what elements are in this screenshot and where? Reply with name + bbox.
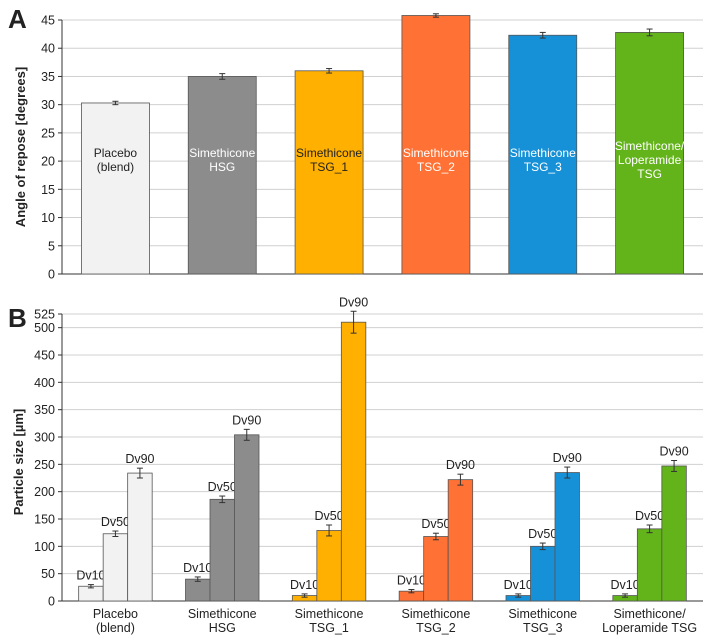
- panel-a-bar: [187, 76, 257, 275]
- panel-a-y-ticks: 0 5 10 15 20 25 30 35 40 45: [41, 14, 703, 282]
- panel-b: B Particle size [µm] 0 50 100 150 200 250 300 3…: [8, 295, 703, 635]
- panel-b-bar: [661, 465, 687, 602]
- panel-a-bar-label: Simethicone: [510, 146, 576, 160]
- panel-b-bars: Dv10 Dv50 Dv90 Dv10 Dv50 Dv90 Dv10 Dv50 Dv90 Dv10…: [76, 295, 689, 602]
- panel-a-bar-label: (blend): [97, 160, 134, 174]
- panel-b-y-tick-label: 350: [34, 403, 55, 417]
- panel-a-letter: A: [8, 4, 27, 34]
- panel-b-x-label: Loperamide TSG: [602, 621, 697, 635]
- panel-a-bar-label: Simethicone/: [615, 139, 685, 153]
- panel-a-bar-label: Placebo: [94, 146, 138, 160]
- panel-b-x-label: Simethicone: [188, 607, 257, 621]
- panel-b-y-tick-label: 300: [34, 431, 55, 445]
- panel-a-y-tick-label: 20: [41, 155, 55, 169]
- panel-a-bar: [294, 70, 364, 275]
- panel-b-y-tick-label: 525: [34, 308, 55, 322]
- panel-a-bar: [615, 32, 684, 275]
- panel-b-bar: [316, 530, 342, 602]
- panel-b-series-label: Dv50: [314, 509, 343, 523]
- panel-b-y-tick-label: 0: [48, 595, 55, 609]
- panel-b-bar: [185, 578, 211, 602]
- panel-b-grid: [62, 313, 703, 602]
- panel-b-series-label: Dv90: [553, 451, 582, 465]
- panel-b-bar: [554, 472, 580, 602]
- panel-b-y-tick-label: 250: [34, 458, 55, 472]
- panel-b-x-label: HSG: [209, 621, 236, 635]
- panel-b-y-axis-title: Particle size [µm]: [11, 409, 26, 515]
- panel-b-letter: B: [8, 303, 27, 333]
- panel-b-series-label: Dv10: [76, 569, 105, 583]
- panel-a-bar: [401, 15, 471, 275]
- panel-a-bar-label: TSG: [637, 167, 662, 181]
- panel-a-bar-label: TSG_1: [310, 160, 348, 174]
- panel-b-x-label: (blend): [96, 621, 135, 635]
- panel-a-y-tick-label: 25: [41, 126, 55, 140]
- panel-b-x-label: Simethicone: [402, 607, 471, 621]
- panel-b-series-label: Dv50: [208, 480, 237, 494]
- panel-b-series-label: Dv90: [659, 445, 688, 459]
- panel-a-y-tick-label: 40: [41, 42, 55, 56]
- panel-b-bar: [636, 528, 663, 602]
- panel-b-series-label: Dv90: [125, 452, 154, 466]
- panel-a-bar-label: Simethicone: [296, 146, 362, 160]
- panel-a-bar-label: Loperamide: [618, 153, 682, 167]
- panel-b-y-tick-label: 150: [34, 513, 55, 527]
- panel-b-y-tick-label: 50: [41, 567, 55, 581]
- panel-a-y-tick-label: 10: [41, 211, 55, 225]
- panel-b-series-label: Dv90: [232, 413, 261, 427]
- panel-b-bar: [102, 533, 129, 602]
- panel-a-y-tick-label: 0: [48, 268, 55, 282]
- panel-b-x-label: Simethicone: [295, 607, 364, 621]
- panel-b-bar: [78, 585, 104, 602]
- panel-b-series-label: Dv50: [528, 527, 557, 541]
- panel-a-bar-label: Simethicone: [403, 146, 469, 160]
- panel-a-bar-label: TSG_3: [524, 160, 562, 174]
- panel-b-y-tick-label: 450: [34, 349, 55, 363]
- panel-a-bar-label: HSG: [209, 160, 235, 174]
- panel-b-bar: [530, 545, 556, 602]
- panel-a-bar-label: TSG_2: [417, 160, 455, 174]
- panel-a-bar: [81, 102, 150, 275]
- panel-a-y-tick-label: 45: [41, 14, 55, 28]
- panel-b-x-label: Simethicone: [508, 607, 577, 621]
- panel-a-y-tick-label: 5: [48, 239, 55, 253]
- panel-b-y-tick-label: 100: [34, 540, 55, 554]
- panel-b-x-labels: Placebo(blend)SimethiconeHSGSimethiconeT…: [93, 607, 697, 635]
- panel-b-bar: [234, 434, 260, 602]
- panel-b-y-tick-label: 200: [34, 485, 55, 499]
- panel-b-bar: [340, 321, 367, 602]
- panel-b-series-label: Dv50: [635, 509, 664, 523]
- panel-b-series-label: Dv10: [290, 578, 319, 592]
- panel-a-y-tick-label: 30: [41, 98, 55, 112]
- panel-a-bar-label: Simethicone: [189, 146, 255, 160]
- panel-b-series-label: Dv90: [339, 295, 368, 309]
- panel-b-series-label: Dv90: [446, 458, 475, 472]
- panel-b-series-label: Dv10: [183, 561, 212, 575]
- panel-a-bars: Placebo(blend)SimethiconeHSGSimethiconeT…: [81, 13, 685, 275]
- panel-b-series-label: Dv10: [610, 578, 639, 592]
- panel-a-grid: [62, 19, 703, 275]
- panel-a-y-tick-label: 15: [41, 183, 55, 197]
- panel-a-y-tick-label: 35: [41, 70, 55, 84]
- panel-a: A Angle of repose [degrees] 0 5 10 15 20 25 30…: [8, 4, 703, 282]
- panel-b-x-label: Placebo: [93, 607, 138, 621]
- panel-a-y-axis-title: Angle of repose [degrees]: [13, 67, 28, 227]
- panel-b-y-tick-label: 400: [34, 376, 55, 390]
- panel-b-bar: [423, 536, 449, 602]
- panel-b-bar: [447, 479, 474, 602]
- panel-b-series-label: Dv50: [421, 517, 450, 531]
- panel-b-series-label: Dv10: [504, 578, 533, 592]
- panel-b-bar: [209, 498, 235, 602]
- panel-b-bar: [127, 472, 153, 602]
- panel-b-series-label: Dv50: [101, 515, 130, 529]
- panel-b-series-label: Dv10: [397, 574, 426, 588]
- panel-b-x-label: Simethicone/: [613, 607, 686, 621]
- panel-b-x-label: TSG_1: [309, 621, 349, 635]
- panel-b-y-tick-label: 500: [34, 321, 55, 335]
- panel-b-x-label: TSG_3: [523, 621, 563, 635]
- panel-b-x-label: TSG_2: [416, 621, 456, 635]
